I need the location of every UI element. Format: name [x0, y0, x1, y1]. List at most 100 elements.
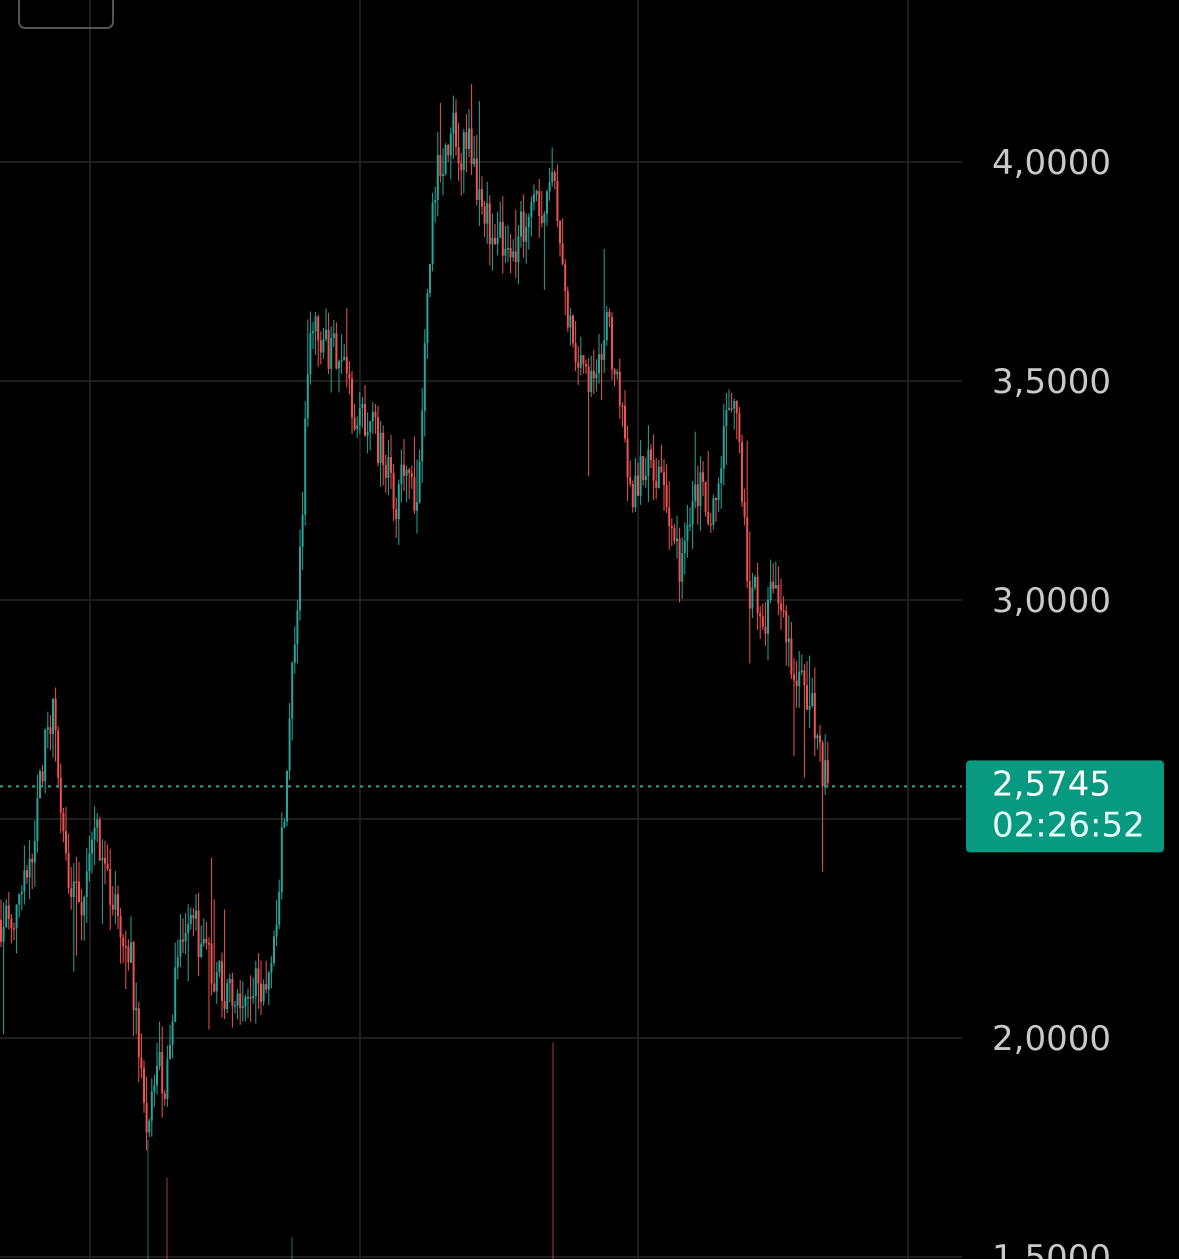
- candle-body: [637, 475, 639, 496]
- candle-body: [819, 735, 821, 743]
- candle-body: [530, 202, 533, 217]
- candle-body: [436, 154, 439, 201]
- y-tick-label: 3,5000: [992, 362, 1111, 402]
- candle-body: [205, 938, 208, 944]
- candle-body: [366, 432, 369, 436]
- candle-body: [189, 914, 192, 925]
- candle-body: [686, 525, 689, 542]
- candle-body: [161, 1051, 164, 1094]
- candle-body: [751, 587, 754, 609]
- candle-body: [379, 432, 382, 464]
- candle-body: [15, 904, 18, 929]
- candle-body: [423, 343, 426, 411]
- candle-body: [275, 924, 278, 937]
- candle-body: [569, 315, 572, 328]
- last-price-value: 2,5745: [992, 764, 1111, 804]
- candle-body: [163, 1093, 166, 1099]
- candle-body: [449, 133, 452, 156]
- candle-body: [70, 888, 73, 897]
- candle-body: [325, 329, 327, 340]
- candle-body: [322, 339, 325, 353]
- candle-body: [483, 206, 486, 224]
- y-tick-label: 3,0000: [992, 581, 1111, 621]
- candle-body: [429, 264, 431, 294]
- candle-body: [572, 315, 574, 344]
- candle-body: [319, 340, 322, 353]
- candle-body: [343, 356, 346, 361]
- candle-body: [327, 329, 330, 369]
- candle-body: [715, 498, 717, 501]
- candle-body: [122, 937, 125, 947]
- candle-body: [132, 942, 135, 1011]
- candle-body: [153, 1085, 156, 1092]
- candle-body: [174, 967, 177, 1022]
- candle-body: [330, 338, 333, 369]
- candle-body: [252, 996, 255, 998]
- candle-body: [457, 147, 460, 164]
- candle-body: [96, 819, 99, 828]
- candle-body: [236, 993, 239, 1006]
- candle-body: [559, 221, 561, 244]
- candle-body: [384, 465, 387, 478]
- candle-body: [509, 247, 512, 258]
- candle-body: [681, 553, 684, 582]
- candle-body: [561, 243, 564, 265]
- candle-body: [462, 132, 465, 171]
- candle-body: [231, 978, 234, 1006]
- candle-body: [761, 616, 764, 627]
- candle-body: [286, 770, 288, 822]
- candle-body: [106, 863, 109, 869]
- candle-body: [348, 373, 351, 379]
- candle-body: [418, 461, 421, 503]
- candle-body: [130, 942, 132, 963]
- candle-body: [504, 248, 507, 256]
- candle-body: [608, 311, 611, 318]
- candle-body: [670, 526, 673, 528]
- candle-body: [442, 174, 444, 177]
- toolbar-button[interactable]: [18, 0, 114, 29]
- candle-body: [735, 400, 738, 414]
- candle-body: [806, 685, 808, 710]
- candle-body: [678, 538, 681, 582]
- candle-body: [821, 742, 824, 787]
- candle-body: [335, 333, 338, 369]
- price-axis[interactable]: 4,0000 3,5000 3,0000 2,0000 1,5000: [992, 143, 1111, 1259]
- candle-body: [65, 831, 67, 854]
- candle-body: [390, 457, 392, 473]
- candles[interactable]: [0, 84, 829, 1151]
- candle-body: [210, 943, 213, 984]
- candle-body: [249, 996, 252, 999]
- candle-body: [798, 671, 801, 687]
- candle-body: [431, 202, 434, 265]
- candle-body: [816, 735, 819, 739]
- candle-body: [218, 961, 221, 973]
- candle-body: [452, 112, 455, 134]
- candle-body: [538, 191, 541, 216]
- candle-body: [400, 464, 403, 485]
- candle-body: [192, 914, 195, 919]
- candle-body: [374, 411, 377, 418]
- candle-body: [408, 469, 411, 473]
- candle-body: [78, 881, 80, 903]
- candle-body: [663, 472, 665, 486]
- candle-body: [548, 182, 551, 192]
- candle-body: [52, 698, 54, 734]
- candle-body: [499, 221, 502, 238]
- candle-body: [2, 927, 5, 942]
- candle-body: [522, 211, 525, 242]
- candle-body: [288, 718, 291, 771]
- candle-body: [488, 203, 491, 245]
- candle-body: [590, 370, 593, 393]
- candle-body: [634, 475, 637, 508]
- candle-body: [239, 993, 242, 1009]
- candle-body: [813, 693, 816, 739]
- candle-body: [72, 881, 75, 897]
- candle-body: [166, 1059, 169, 1099]
- candle-body: [587, 366, 590, 393]
- candle-body: [657, 466, 660, 488]
- candle-body: [748, 581, 751, 609]
- candle-body: [247, 996, 249, 999]
- candle-body: [184, 932, 187, 942]
